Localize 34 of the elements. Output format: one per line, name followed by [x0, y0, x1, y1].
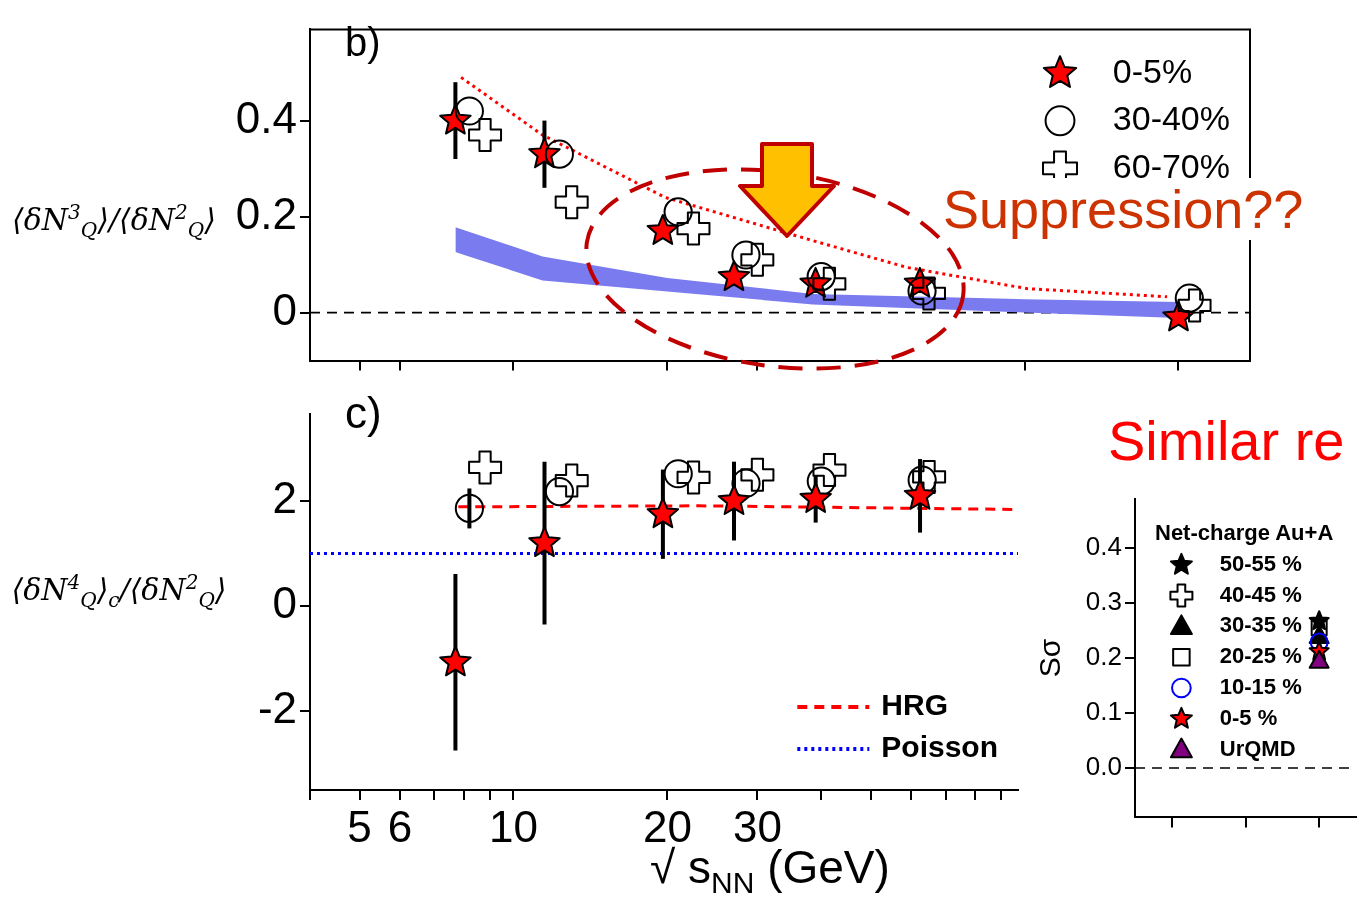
text: ⟨δN$^{4}$$_{Q}$⟩$_{c}$/⟨δN$^{2}$$_{Q}$⟩	[11, 570, 227, 612]
legend-label: HRG	[881, 688, 948, 722]
legend-label: 10-15 %	[1219, 674, 1302, 700]
y-tick-label: 0	[272, 578, 297, 628]
y-axis-title: ⟨δN$^{3}$$_{Q}$⟩/⟨δN$^{2}$$_{Q}$⟩	[11, 200, 217, 242]
y-tick-label: 0.4	[1085, 531, 1122, 562]
y-tick-label: 0.2	[1085, 641, 1122, 672]
legend-title: Net-charge Au+A	[1155, 520, 1334, 546]
legend-label: 50-55 %	[1219, 550, 1302, 576]
legend-label: 30-40%	[1112, 99, 1231, 138]
y-tick-label: 0.0	[1085, 751, 1122, 782]
y-tick-label: 0.2	[235, 188, 297, 238]
y-tick-label: 0.1	[1085, 696, 1122, 727]
text: Similar re	[1108, 408, 1345, 473]
y-axis-title: Sσ	[1033, 638, 1067, 678]
annotation: c)	[345, 388, 382, 438]
y-tick-label: -2	[257, 683, 297, 733]
x-tick-label: 6	[387, 801, 413, 851]
legend-label: 30-35 %	[1219, 612, 1302, 638]
x-axis-title: √ s$_{NN}$ (GeV)	[650, 841, 890, 900]
y-tick-label: 0.3	[1085, 586, 1122, 617]
x-tick-label: 5	[347, 801, 372, 851]
legend-label: 40-45 %	[1219, 581, 1302, 607]
y-tick-label: 2	[272, 473, 297, 523]
y-tick-label: 0	[272, 284, 297, 334]
legend-label: 20-25 %	[1219, 643, 1302, 669]
y-tick-label: 0.4	[235, 92, 297, 142]
legend-label: 0-5 %	[1219, 704, 1278, 730]
legend-label: 0-5%	[1112, 51, 1193, 90]
legend-label: UrQMD	[1219, 735, 1296, 761]
x-tick-label: 10	[488, 801, 538, 851]
legend-label: Poisson	[881, 730, 999, 764]
annotation: Suppression??	[943, 178, 1304, 240]
annotation: b)	[345, 20, 381, 65]
